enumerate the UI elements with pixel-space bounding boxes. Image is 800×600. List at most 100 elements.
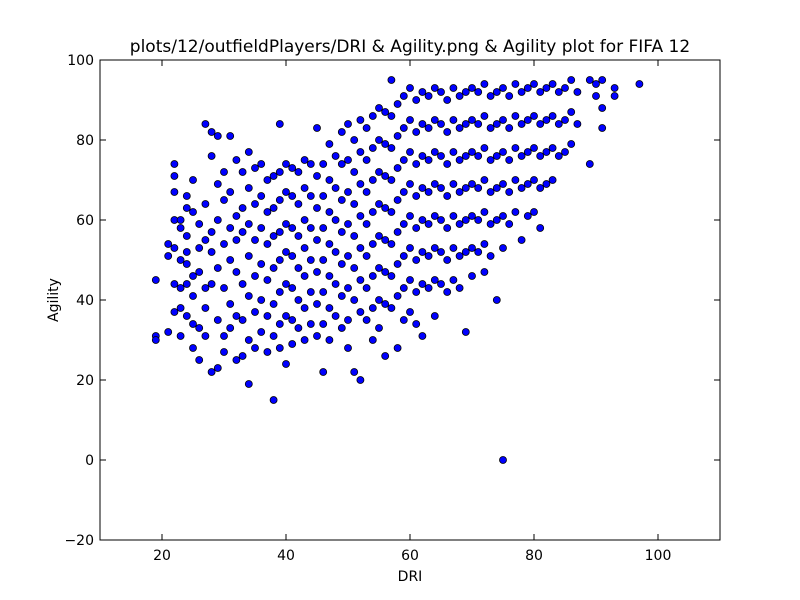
data-point — [468, 116, 476, 124]
data-point — [232, 356, 241, 364]
data-point — [319, 320, 328, 328]
points-layer — [151, 76, 644, 464]
data-point — [418, 216, 427, 224]
data-point — [182, 192, 191, 200]
data-point — [542, 84, 551, 92]
data-point — [331, 312, 340, 320]
data-point — [282, 312, 290, 320]
data-point — [306, 192, 315, 200]
data-point — [288, 340, 297, 348]
data-point — [331, 152, 340, 160]
data-point — [294, 324, 303, 332]
data-point — [399, 316, 408, 324]
data-point — [412, 128, 421, 136]
data-point — [375, 296, 383, 304]
data-point — [468, 148, 476, 156]
data-point — [251, 272, 259, 280]
data-point — [356, 180, 365, 188]
data-point — [461, 328, 470, 336]
data-point — [474, 88, 483, 96]
data-point — [220, 332, 228, 340]
data-point — [449, 84, 458, 92]
data-point — [325, 208, 334, 216]
data-point — [430, 116, 439, 124]
data-point — [275, 196, 284, 204]
data-point — [486, 220, 495, 228]
data-point — [257, 328, 266, 336]
data-point — [251, 200, 259, 208]
data-point — [449, 244, 458, 252]
data-point — [244, 148, 253, 156]
data-point — [331, 216, 340, 224]
data-point — [232, 212, 241, 220]
data-point — [356, 116, 365, 124]
data-point — [443, 288, 452, 296]
data-point — [437, 184, 445, 192]
data-point — [182, 232, 191, 240]
x-axis-label: DRI — [398, 569, 423, 585]
data-point — [331, 248, 340, 256]
data-point — [548, 112, 557, 120]
data-point — [207, 280, 216, 288]
data-point — [536, 88, 545, 96]
data-point — [455, 156, 464, 164]
data-point — [313, 332, 321, 340]
data-point — [350, 168, 359, 176]
data-point — [275, 256, 284, 264]
data-point — [449, 212, 458, 220]
data-point — [561, 84, 569, 92]
data-point — [468, 244, 476, 252]
data-point — [474, 248, 483, 256]
data-point — [368, 304, 377, 312]
data-point — [399, 124, 408, 132]
data-point — [232, 236, 241, 244]
data-point — [350, 232, 359, 240]
data-point — [499, 116, 507, 124]
data-point — [226, 188, 235, 196]
data-point — [412, 224, 421, 232]
data-point — [468, 272, 476, 280]
data-point — [461, 152, 470, 160]
data-point — [220, 196, 228, 204]
data-point — [567, 140, 576, 148]
data-point — [207, 128, 216, 136]
data-point — [418, 332, 427, 340]
data-point — [319, 192, 328, 200]
y-tick-label: −20 — [64, 533, 94, 549]
data-point — [294, 296, 303, 304]
data-point — [567, 76, 576, 84]
data-point — [585, 76, 594, 84]
data-point — [238, 204, 247, 212]
data-point — [269, 172, 278, 180]
data-point — [344, 120, 352, 128]
data-point — [226, 132, 235, 140]
data-point — [313, 204, 321, 212]
data-point — [263, 176, 272, 184]
data-point — [319, 256, 328, 264]
data-point — [306, 288, 315, 296]
y-tick-label: 80 — [76, 133, 94, 149]
data-point — [294, 232, 303, 240]
data-point — [189, 320, 197, 328]
data-point — [207, 368, 216, 376]
data-point — [151, 336, 160, 344]
data-point — [337, 292, 346, 300]
data-point — [207, 152, 216, 160]
data-point — [387, 304, 396, 312]
data-point — [399, 220, 408, 228]
data-point — [176, 304, 185, 312]
data-point — [592, 92, 600, 100]
data-point — [170, 160, 179, 168]
data-point — [399, 188, 408, 196]
data-point — [368, 176, 377, 184]
x-tick-label: 100 — [645, 548, 672, 564]
data-point — [418, 120, 427, 128]
data-point — [523, 148, 532, 156]
data-point — [443, 160, 452, 168]
data-point — [238, 168, 247, 176]
data-point — [319, 224, 328, 232]
data-point — [375, 104, 383, 112]
data-point — [300, 336, 309, 344]
data-point — [399, 284, 408, 292]
data-point — [499, 84, 507, 92]
